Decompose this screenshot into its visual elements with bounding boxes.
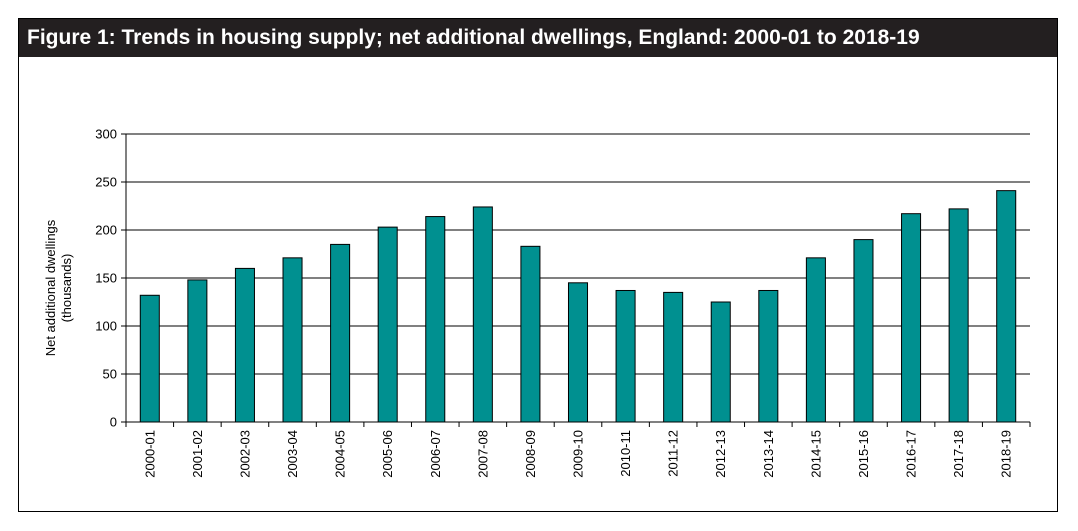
x-tick-label: 2006-07 <box>428 430 443 478</box>
bar-2003-04 <box>282 257 303 423</box>
bar-2014-15 <box>805 257 826 423</box>
bar-2010-11 <box>615 289 636 423</box>
x-tick-label: 2011-12 <box>666 430 681 477</box>
bar-2013-14 <box>758 289 779 423</box>
x-tick-label: 2018-19 <box>999 430 1014 478</box>
y-tick-label: 100 <box>95 319 117 334</box>
bar-2008-09 <box>520 245 541 423</box>
bars <box>139 190 1017 423</box>
y-tick-label: 200 <box>95 223 117 238</box>
x-tick-label: 2017-18 <box>951 430 966 478</box>
bar-2011-12 <box>663 291 684 423</box>
bar-2006-07 <box>425 216 446 423</box>
y-tick-label: 300 <box>95 127 117 142</box>
x-tick-label: 2000-01 <box>142 430 157 478</box>
bar-2012-13 <box>710 301 731 423</box>
bar-2015-16 <box>853 239 874 423</box>
axis-labels: 0 50 100 150 200 250 300 2000-01 2001-02 2002-03 2… <box>43 127 1014 478</box>
bar-2001-02 <box>187 279 208 423</box>
bar-2009-10 <box>567 282 589 423</box>
y-axis-title: Net additional dwellings(thousands) <box>43 219 74 356</box>
bar-2000-01 <box>139 294 160 423</box>
x-tick-label: 2004-05 <box>333 430 348 478</box>
figure-frame: Figure 1: Trends in housing supply; net … <box>18 18 1058 512</box>
y-axis-title-line: Net additional dwellings <box>43 219 58 356</box>
x-tick-label: 2001-02 <box>190 430 205 478</box>
x-tick-label: 2016-17 <box>904 430 919 478</box>
x-tick-label: 2009-10 <box>571 430 586 478</box>
x-tick-label: 2014-15 <box>808 430 823 478</box>
y-tick-label: 150 <box>95 271 117 286</box>
y-axis-title-line: (thousands) <box>59 254 74 323</box>
bar-2004-05 <box>330 243 351 423</box>
x-tick-label: 2012-13 <box>713 430 728 478</box>
gridlines <box>126 133 1030 375</box>
x-tick-label: 2005-06 <box>380 430 395 478</box>
bar-2005-06 <box>377 226 398 423</box>
axes <box>121 133 1031 427</box>
x-tick-label: 2008-09 <box>523 430 538 478</box>
y-tick-label: 250 <box>95 175 117 190</box>
bar-2017-18 <box>948 208 969 423</box>
x-tick-label: 2010-11 <box>618 430 633 477</box>
bar-2007-08 <box>472 206 493 423</box>
bar-2018-19 <box>996 190 1017 423</box>
bar-2002-03 <box>234 267 255 423</box>
y-tick-label: 50 <box>103 367 117 382</box>
figure-title: Figure 1: Trends in housing supply; net … <box>19 19 1057 57</box>
x-tick-label: 2007-08 <box>475 430 490 478</box>
y-tick-label: 0 <box>110 415 117 430</box>
x-tick-label: 2002-03 <box>237 430 252 478</box>
x-tick-label: 2013-14 <box>761 430 776 478</box>
x-tick-label: 2015-16 <box>856 430 871 478</box>
bar-2016-17 <box>901 213 922 423</box>
x-tick-label: 2003-04 <box>285 430 300 478</box>
